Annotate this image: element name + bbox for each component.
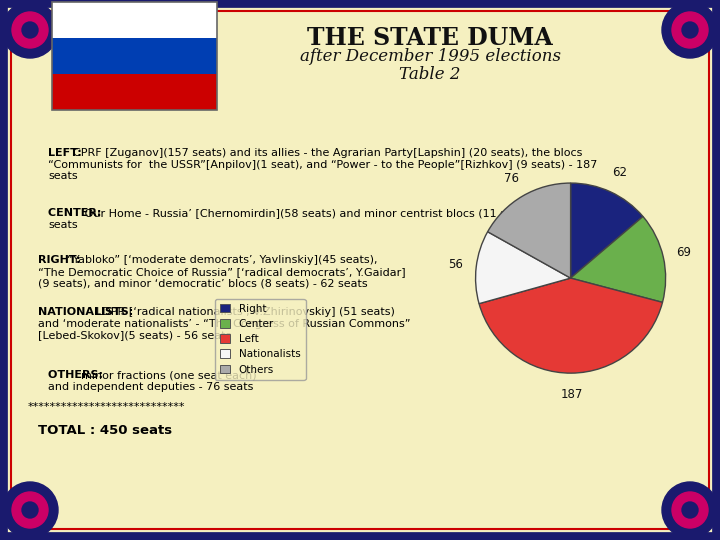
Wedge shape: [570, 217, 665, 302]
Wedge shape: [479, 278, 662, 373]
Text: OTHERS:: OTHERS:: [48, 370, 107, 380]
Text: “Yabloko” [‘moderate democrats’, Yavlinskiy](45 seats),: “Yabloko” [‘moderate democrats’, Yavlins…: [67, 255, 377, 265]
Text: (9 seats), and minor ‘democratic’ blocs (8 seats) - 62 seats: (9 seats), and minor ‘democratic’ blocs …: [38, 278, 368, 288]
Text: 69: 69: [676, 246, 691, 259]
Text: LEFT:: LEFT:: [48, 148, 86, 158]
Circle shape: [12, 492, 48, 528]
Text: seats: seats: [48, 171, 78, 181]
Text: CENTER:: CENTER:: [48, 208, 105, 218]
Wedge shape: [570, 183, 643, 278]
Text: [Lebed-Skokov](5 seats) - 56 seats: [Lebed-Skokov](5 seats) - 56 seats: [38, 330, 231, 340]
Text: THE STATE DUMA: THE STATE DUMA: [307, 26, 553, 50]
Bar: [52, 38, 217, 74]
Wedge shape: [487, 183, 571, 278]
Circle shape: [22, 22, 38, 38]
Text: ****************************: ****************************: [28, 402, 186, 412]
Text: RIGHT:: RIGHT:: [38, 255, 84, 265]
Circle shape: [682, 22, 698, 38]
Wedge shape: [476, 232, 570, 303]
Text: after December 1995 elections: after December 1995 elections: [300, 48, 560, 65]
Legend: Right, Center, Left, Nationalists, Others: Right, Center, Left, Nationalists, Other…: [215, 299, 305, 380]
Text: LDPR [‘radical nationalists’, V.Zhirinovskiy] (51 seats): LDPR [‘radical nationalists’, V.Zhirinov…: [96, 307, 395, 317]
Text: minor fractions (one seat each): minor fractions (one seat each): [81, 370, 257, 380]
Text: seats: seats: [48, 220, 78, 229]
Text: “Communists for  the USSR”[Anpilov](1 seat), and “Power - to the People”[Rizhkov: “Communists for the USSR”[Anpilov](1 sea…: [48, 160, 598, 170]
Text: 187: 187: [560, 388, 582, 401]
Text: ‘Our Home - Russia’ [Chernomirdin](58 seats) and minor centrist blocs (11 seats): ‘Our Home - Russia’ [Chernomirdin](58 se…: [81, 208, 559, 218]
Bar: [52, 2, 217, 110]
Circle shape: [2, 482, 58, 538]
FancyBboxPatch shape: [3, 3, 717, 537]
Text: 62: 62: [612, 166, 626, 179]
Text: and ‘moderate nationalists’ - “The Congress of Russian Commons”: and ‘moderate nationalists’ - “The Congr…: [38, 319, 410, 329]
Circle shape: [662, 482, 718, 538]
Bar: [52, 74, 217, 110]
Text: 56: 56: [448, 258, 463, 271]
Bar: [52, 2, 217, 38]
Circle shape: [2, 2, 58, 58]
Text: NATIONALISTS:: NATIONALISTS:: [38, 307, 137, 317]
Circle shape: [662, 2, 718, 58]
Text: Table 2: Table 2: [400, 66, 461, 83]
Circle shape: [22, 502, 38, 518]
Circle shape: [12, 12, 48, 48]
Circle shape: [672, 12, 708, 48]
Text: “The Democratic Choice of Russia” [‘radical democrats’, Y.Gaidar]: “The Democratic Choice of Russia” [‘radi…: [38, 267, 405, 276]
Circle shape: [682, 502, 698, 518]
Text: CPRF [Zuganov](157 seats) and its allies - the Agrarian Party[Lapshin] (20 seats: CPRF [Zuganov](157 seats) and its allies…: [73, 148, 582, 158]
Text: 76: 76: [505, 172, 519, 185]
Text: and independent deputies - 76 seats: and independent deputies - 76 seats: [48, 382, 253, 392]
Text: TOTAL : 450 seats: TOTAL : 450 seats: [38, 424, 172, 437]
Circle shape: [672, 492, 708, 528]
